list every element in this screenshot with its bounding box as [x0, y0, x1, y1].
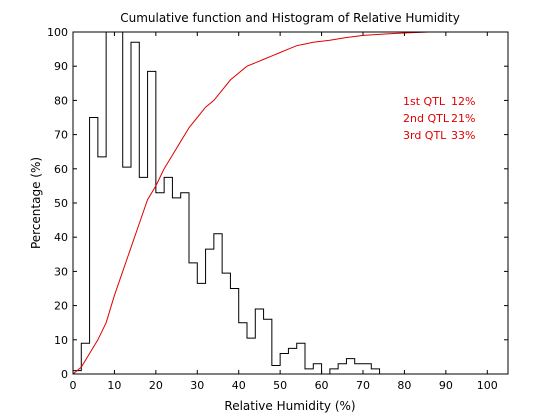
- y-tick-label: 100: [47, 26, 68, 39]
- x-tick-label: 80: [397, 379, 411, 392]
- y-axis-ticks: 0 10 20 30 40 50 60 70 80 90 100: [47, 26, 508, 381]
- y-tick-label: 20: [54, 300, 68, 313]
- y-tick-label: 50: [54, 197, 68, 210]
- x-tick-label: 40: [232, 379, 246, 392]
- y-axis-label: Percentage (%): [29, 157, 43, 249]
- cumulative-series: [72, 31, 488, 375]
- plot-area: [73, 32, 508, 374]
- x-tick-label: 10: [107, 379, 121, 392]
- x-tick-label: 70: [356, 379, 370, 392]
- quartile-value: 21%: [451, 112, 475, 125]
- histogram-series: [72, 31, 438, 375]
- quartile-label: 3rd QTL: [403, 129, 447, 142]
- x-axis-ticks: 0 10 20 30 40 50 60 70 80 90 100: [70, 32, 498, 392]
- quartile-value: 12%: [451, 95, 475, 108]
- x-tick-label: 0: [70, 379, 77, 392]
- quartile-value: 33%: [451, 129, 475, 142]
- y-tick-label: 30: [54, 265, 68, 278]
- x-tick-label: 60: [315, 379, 329, 392]
- y-tick-label: 70: [54, 129, 68, 142]
- x-tick-label: 90: [439, 379, 453, 392]
- chart-title: Cumulative function and Histogram of Rel…: [120, 11, 460, 25]
- x-tick-label: 50: [273, 379, 287, 392]
- quartile-label: 2nd QTL: [403, 112, 450, 125]
- y-tick-label: 60: [54, 163, 68, 176]
- x-tick-label: 100: [477, 379, 498, 392]
- y-tick-label: 10: [54, 334, 68, 347]
- y-tick-label: 0: [61, 368, 68, 381]
- quartile-label: 1st QTL: [403, 95, 446, 108]
- y-tick-label: 40: [54, 231, 68, 244]
- x-axis-label: Relative Humidity (%): [224, 399, 355, 413]
- y-tick-label: 90: [54, 60, 68, 73]
- series-layer: [72, 31, 488, 375]
- x-tick-label: 30: [190, 379, 204, 392]
- quartile-annotations: 1st QTL 12%2nd QTL 21% 3rd QTL 33%: [403, 95, 475, 142]
- y-tick-label: 80: [54, 94, 68, 107]
- x-tick-label: 20: [149, 379, 163, 392]
- axes-box: [72, 31, 509, 375]
